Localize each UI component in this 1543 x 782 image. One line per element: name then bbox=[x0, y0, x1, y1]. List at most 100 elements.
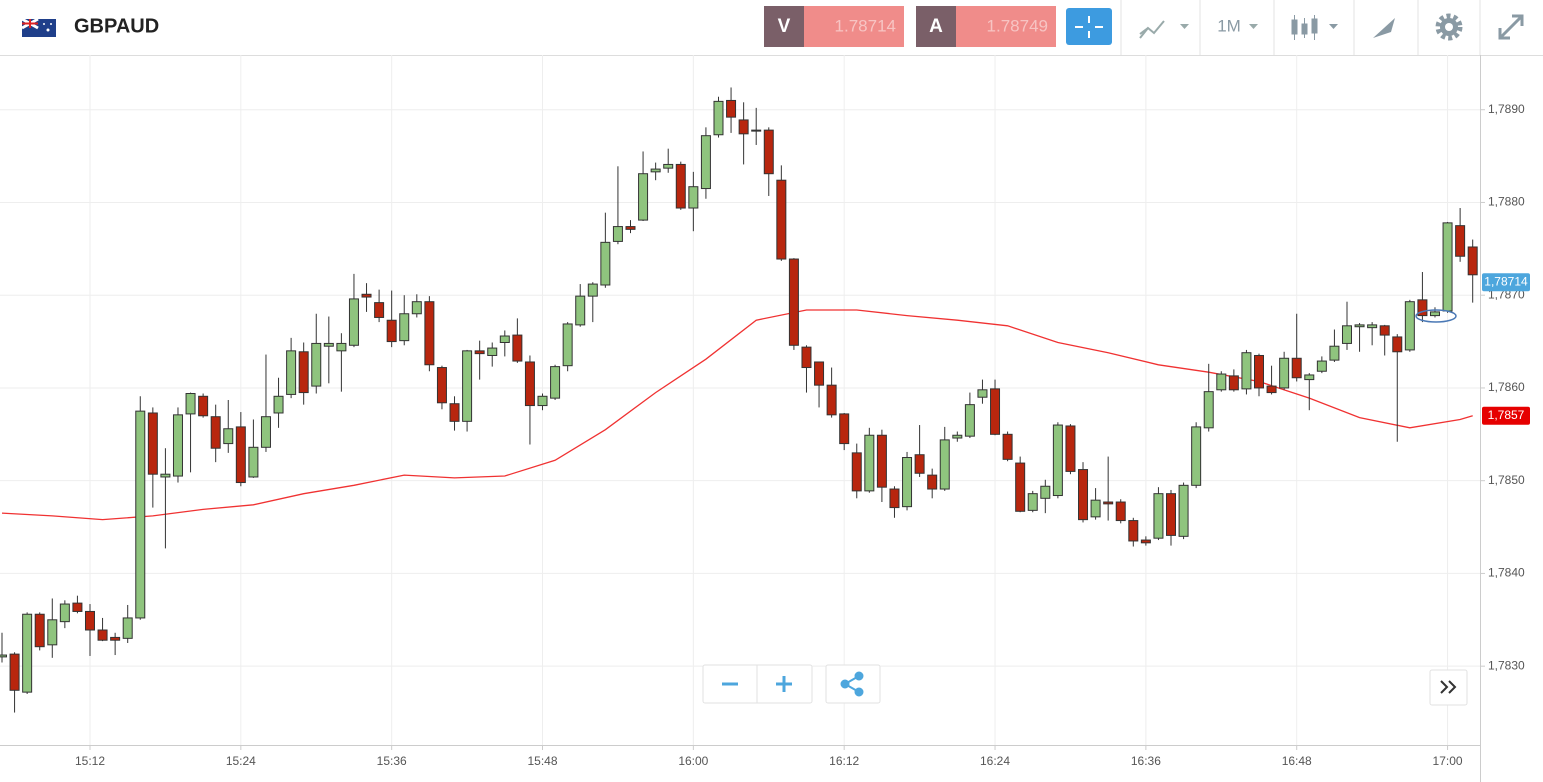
candle-body bbox=[1140, 539, 1151, 544]
ask-tag[interactable] bbox=[916, 6, 956, 47]
candle-body bbox=[348, 298, 359, 346]
candle-body bbox=[1329, 345, 1340, 361]
candle-body bbox=[839, 413, 850, 445]
candle-body bbox=[1316, 360, 1327, 372]
zoom-in-button[interactable] bbox=[776, 676, 792, 692]
bid-tag[interactable] bbox=[764, 6, 804, 47]
candle-body bbox=[361, 293, 372, 298]
candle-type-button[interactable] bbox=[1291, 15, 1338, 40]
price-label-box bbox=[1482, 406, 1530, 425]
fullscreen-button[interactable] bbox=[1498, 14, 1524, 40]
candle-body bbox=[399, 313, 410, 342]
candle-body bbox=[311, 342, 322, 387]
candle-body bbox=[638, 173, 649, 221]
scroll-end-button[interactable] bbox=[1429, 669, 1468, 706]
candle-body bbox=[59, 603, 70, 623]
candle-body bbox=[1027, 493, 1038, 511]
x-tick-label: 15:48 bbox=[527, 754, 557, 768]
settings-button[interactable] bbox=[1435, 13, 1463, 41]
y-tick-label: 1,7890 bbox=[1488, 102, 1525, 116]
candle-body bbox=[198, 395, 209, 417]
candle-body bbox=[524, 361, 535, 407]
y-tick-label: 1,7850 bbox=[1488, 473, 1525, 487]
candle-body bbox=[1015, 462, 1026, 512]
share-icon bbox=[840, 671, 864, 697]
candle-body bbox=[1467, 246, 1478, 276]
candle-body bbox=[248, 446, 259, 478]
candle-body bbox=[952, 434, 963, 439]
candle-body bbox=[424, 301, 435, 366]
candle-body bbox=[612, 226, 623, 242]
candle-body bbox=[763, 129, 774, 175]
candle-body bbox=[927, 474, 938, 490]
candle-body bbox=[713, 100, 724, 136]
candle-body bbox=[688, 186, 699, 209]
candle-body bbox=[1115, 501, 1126, 522]
candle-body bbox=[650, 168, 661, 173]
bid-box[interactable] bbox=[804, 6, 904, 47]
draw-button[interactable] bbox=[1373, 18, 1395, 38]
toolbar-separators bbox=[1120, 0, 1481, 55]
ask-box[interactable] bbox=[956, 6, 1056, 47]
y-tick-label: 1,7840 bbox=[1488, 566, 1525, 580]
x-tick-label: 15:12 bbox=[75, 754, 105, 768]
x-tick-label: 15:36 bbox=[377, 754, 407, 768]
candle-body bbox=[550, 366, 561, 399]
chart-type-button[interactable] bbox=[1139, 20, 1189, 39]
candle-body bbox=[223, 428, 234, 445]
timeframe[interactable]: 1M bbox=[1217, 16, 1241, 35]
y-tick-label: 1,7860 bbox=[1488, 380, 1525, 394]
candle-body bbox=[1341, 325, 1352, 344]
candle-body bbox=[298, 351, 309, 394]
candle-body bbox=[587, 283, 598, 297]
candle-body bbox=[1078, 469, 1089, 521]
candle-body bbox=[1052, 424, 1063, 497]
candle-body bbox=[22, 613, 33, 693]
ask-price: 1.78749 bbox=[987, 16, 1048, 35]
candle-body bbox=[801, 346, 812, 369]
candle-body bbox=[1417, 299, 1428, 317]
candle-body bbox=[600, 241, 611, 286]
candle-body bbox=[876, 434, 887, 488]
candle-body bbox=[374, 302, 385, 318]
candle-body bbox=[336, 342, 347, 352]
candle-body bbox=[160, 473, 171, 478]
candle-body bbox=[889, 488, 900, 509]
flag-icon bbox=[21, 17, 56, 37]
x-tick-label: 16:24 bbox=[980, 754, 1010, 768]
x-tick-label: 15:24 bbox=[226, 754, 256, 768]
candle-body bbox=[1442, 222, 1453, 312]
candle-body bbox=[1065, 425, 1076, 472]
candle-body bbox=[1279, 357, 1290, 389]
candle-body bbox=[1040, 485, 1051, 499]
candle-body bbox=[1178, 484, 1189, 537]
candle-body bbox=[1379, 325, 1390, 336]
candle-body bbox=[1191, 426, 1202, 486]
candle-body bbox=[0, 654, 7, 658]
candle-body bbox=[939, 439, 950, 490]
candle-body bbox=[625, 226, 636, 230]
candle-body bbox=[1128, 520, 1139, 542]
candle-body bbox=[537, 395, 548, 407]
candle-body bbox=[260, 416, 271, 448]
candle-body bbox=[474, 350, 485, 355]
timeframe-caret bbox=[1249, 24, 1258, 29]
plot-area bbox=[0, 55, 1480, 745]
crosshair-button[interactable] bbox=[1066, 8, 1112, 45]
candle-body bbox=[411, 301, 422, 315]
candle-body bbox=[499, 335, 510, 343]
highlight-marker bbox=[1415, 309, 1457, 323]
share-button[interactable] bbox=[825, 664, 881, 704]
candle-body bbox=[1203, 391, 1214, 429]
candle-body bbox=[1367, 324, 1378, 329]
candle-body bbox=[47, 619, 58, 646]
candle-body bbox=[1002, 433, 1013, 460]
zoom-controls bbox=[702, 664, 1468, 706]
candle-body bbox=[738, 119, 749, 135]
candle-body bbox=[964, 404, 975, 437]
candle-body bbox=[1090, 499, 1101, 518]
bid-label: V bbox=[778, 16, 791, 37]
candle-body bbox=[1266, 385, 1277, 394]
bid-price: 1.78714 bbox=[835, 16, 896, 35]
